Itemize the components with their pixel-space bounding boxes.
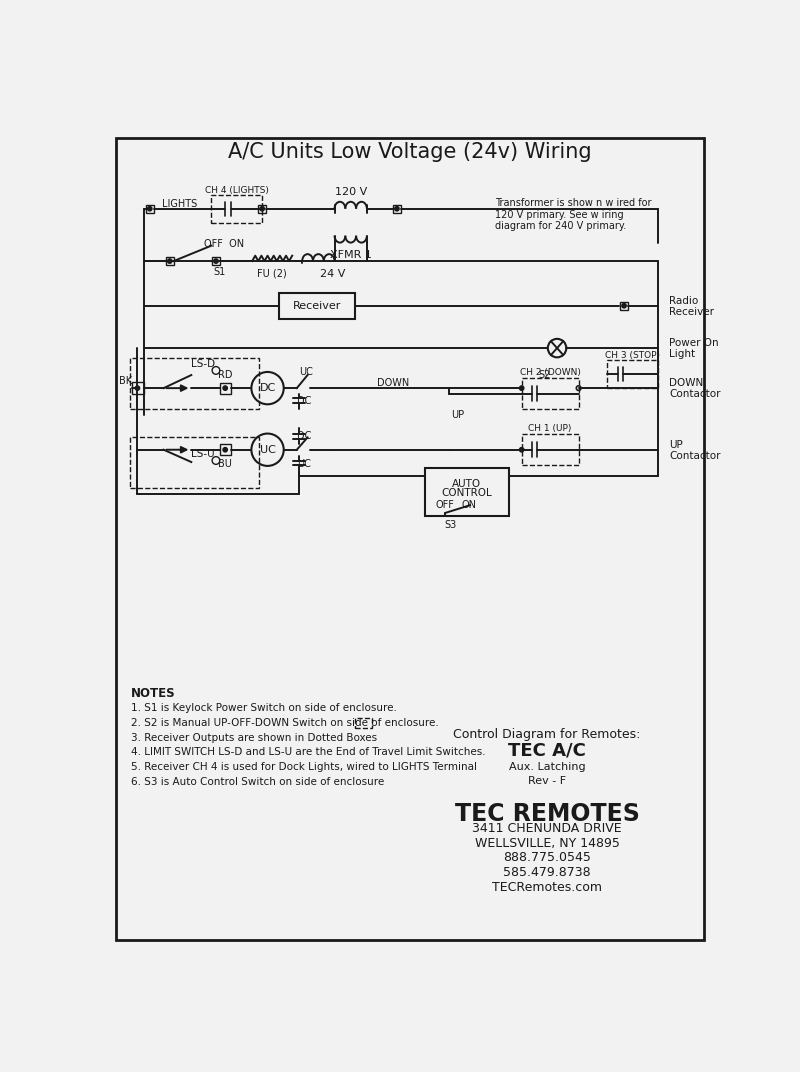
Circle shape: [395, 207, 399, 210]
Text: CH 3 (STOP): CH 3 (STOP): [605, 352, 660, 360]
Circle shape: [214, 259, 218, 263]
Circle shape: [622, 303, 626, 308]
Text: TEC REMOTES: TEC REMOTES: [454, 802, 639, 825]
Text: XFMR 1: XFMR 1: [330, 250, 372, 259]
Bar: [620, 302, 628, 310]
Text: DOWN: DOWN: [377, 377, 409, 388]
Text: OFF  ON: OFF ON: [203, 239, 244, 249]
Text: ON: ON: [461, 501, 476, 510]
Text: AUTO: AUTO: [453, 478, 482, 489]
Text: UC: UC: [260, 445, 275, 455]
Circle shape: [260, 207, 264, 210]
Text: OFF: OFF: [436, 501, 455, 510]
Text: S3: S3: [444, 520, 456, 531]
Bar: [132, 382, 143, 393]
Circle shape: [223, 448, 227, 451]
Text: 24 V: 24 V: [320, 269, 346, 279]
Text: Contactor: Contactor: [670, 451, 721, 461]
Text: FU (2): FU (2): [257, 268, 286, 279]
Bar: [130, 358, 259, 408]
Text: Receiver: Receiver: [670, 307, 714, 317]
Text: NOTES: NOTES: [131, 687, 176, 700]
Bar: [279, 293, 354, 318]
Bar: [258, 205, 266, 212]
Text: DC: DC: [297, 431, 311, 441]
Circle shape: [223, 386, 227, 390]
Text: 585.479.8738: 585.479.8738: [503, 866, 591, 879]
Bar: [146, 205, 154, 212]
Bar: [522, 378, 578, 408]
Bar: [354, 717, 371, 729]
Text: 5. Receiver CH 4 is used for Dock Lights, wired to LIGHTS Terminal: 5. Receiver CH 4 is used for Dock Lights…: [131, 762, 478, 772]
Bar: [212, 257, 220, 265]
Circle shape: [148, 207, 152, 210]
Text: LIGHTS: LIGHTS: [162, 199, 198, 209]
Bar: [220, 383, 230, 393]
Text: UC: UC: [297, 459, 310, 468]
Text: TEC A/C: TEC A/C: [508, 741, 586, 759]
Text: WELLSVILLE, NY 14895: WELLSVILLE, NY 14895: [474, 837, 619, 850]
Text: Aux. Latching: Aux. Latching: [509, 762, 586, 772]
Text: DC: DC: [259, 383, 276, 393]
Text: S1: S1: [213, 267, 225, 277]
Text: CH 4 (LIGHTS): CH 4 (LIGHTS): [205, 185, 269, 195]
Text: Light: Light: [670, 349, 696, 359]
Text: DOWN: DOWN: [670, 377, 704, 388]
Text: LS-U: LS-U: [191, 449, 215, 459]
Bar: [166, 257, 174, 265]
Text: Radio: Radio: [670, 296, 698, 307]
Text: LS-D: LS-D: [191, 359, 215, 369]
Text: CONTROL: CONTROL: [442, 488, 492, 497]
Text: TECRemotes.com: TECRemotes.com: [492, 880, 602, 894]
Circle shape: [168, 259, 172, 263]
Circle shape: [135, 386, 139, 390]
Text: UC: UC: [299, 367, 313, 377]
Text: CH 1 (UP): CH 1 (UP): [529, 425, 572, 433]
Text: Transformer is show n w ired for
120 V primary. See w iring
diagram for 240 V pr: Transformer is show n w ired for 120 V p…: [494, 198, 651, 232]
Text: BK: BK: [118, 376, 132, 386]
Bar: [522, 434, 578, 465]
Text: Power On: Power On: [670, 339, 719, 348]
Text: 120 V: 120 V: [334, 187, 367, 197]
Text: Rev - F: Rev - F: [528, 776, 566, 786]
Text: 4. LIMIT SWITCH LS-D and LS-U are the End of Travel Limit Switches.: 4. LIMIT SWITCH LS-D and LS-U are the En…: [131, 747, 486, 757]
Text: UP: UP: [451, 411, 464, 420]
Text: Control Diagram for Remotes:: Control Diagram for Remotes:: [454, 728, 641, 741]
Text: UP: UP: [670, 441, 683, 450]
Text: Receiver: Receiver: [293, 301, 341, 311]
Bar: [211, 195, 262, 223]
Text: BU: BU: [218, 459, 232, 468]
Text: DC: DC: [297, 397, 311, 406]
Circle shape: [520, 386, 523, 390]
Text: RD: RD: [218, 370, 233, 381]
Text: 2. S2 is Manual UP-OFF-DOWN Switch on side of enclosure.: 2. S2 is Manual UP-OFF-DOWN Switch on si…: [131, 718, 439, 728]
Text: 1. S1 is Keylock Power Switch on side of enclosure.: 1. S1 is Keylock Power Switch on side of…: [131, 703, 397, 714]
Bar: [426, 468, 509, 516]
Text: Contactor: Contactor: [670, 388, 721, 399]
Text: A/C Units Low Voltage (24v) Wiring: A/C Units Low Voltage (24v) Wiring: [228, 142, 592, 162]
Text: 888.775.0545: 888.775.0545: [503, 851, 591, 864]
Bar: [607, 360, 658, 388]
Bar: [130, 437, 259, 488]
Text: CH 2 (DOWN): CH 2 (DOWN): [520, 368, 581, 377]
Text: S2: S2: [538, 370, 551, 381]
Circle shape: [520, 448, 523, 451]
Text: 3411 CHENUNDA DRIVE: 3411 CHENUNDA DRIVE: [472, 822, 622, 835]
Bar: [393, 205, 401, 212]
Text: 6. S3 is Auto Control Switch on side of enclosure: 6. S3 is Auto Control Switch on side of …: [131, 776, 385, 787]
Bar: [220, 444, 230, 456]
Text: 3. Receiver Outputs are shown in Dotted Boxes: 3. Receiver Outputs are shown in Dotted …: [131, 732, 378, 743]
